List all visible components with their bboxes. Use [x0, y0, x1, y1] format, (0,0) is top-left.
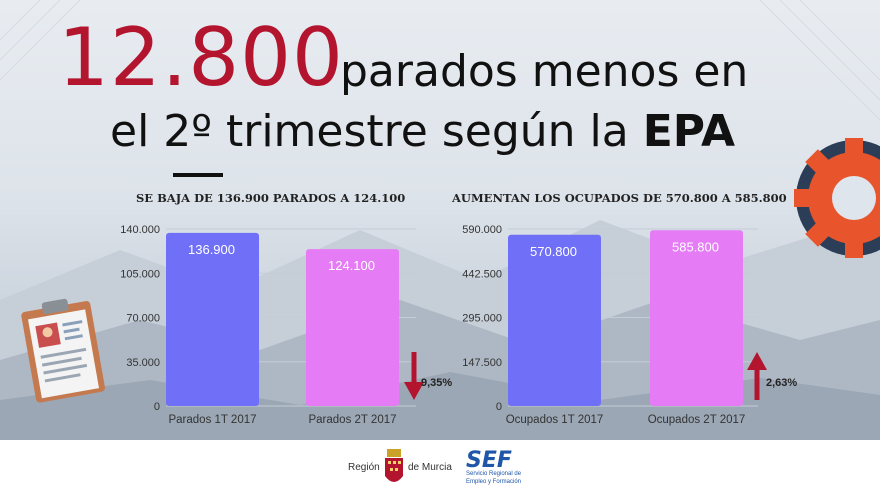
change-label: 9,35% — [421, 377, 452, 389]
chart-title-ocupados: AUMENTAN LOS OCUPADOS DE 570.800 A 585.8… — [452, 191, 787, 205]
region-text-right: de Murcia — [408, 462, 452, 473]
y-tick-label: 295.000 — [462, 313, 502, 325]
headline-number: 12.800 — [58, 11, 344, 104]
headline-line1: parados menos en — [340, 46, 749, 97]
bar-value-label: 136.900 — [188, 242, 235, 257]
x-tick-label: Ocupados 2T 2017 — [648, 414, 746, 426]
bar-value-label: 570.800 — [530, 244, 577, 259]
headline-line2-prefix: el 2º trimestre según la — [110, 106, 643, 157]
y-tick-label: 140.000 — [120, 224, 160, 236]
x-tick-label: Parados 2T 2017 — [308, 414, 396, 426]
x-tick-label: Parados 1T 2017 — [168, 414, 256, 426]
bar — [306, 249, 399, 406]
y-tick-label: 35.000 — [126, 357, 160, 369]
region-text-left: Región — [348, 462, 380, 473]
headline-line2-bold: EPA — [642, 106, 736, 157]
chart-title-parados: SE BAJA DE 136.900 PARADOS A 124.100 — [136, 191, 406, 205]
arrow-up-icon — [747, 352, 767, 370]
sef-logo-icon: SEF — [466, 448, 512, 470]
y-tick-label: 0 — [154, 401, 160, 413]
clipboard-cv-icon — [21, 298, 105, 403]
y-tick-label: 590.000 — [462, 224, 502, 236]
headline-line2: el 2º trimestre según la EPA — [110, 110, 735, 154]
y-tick-label: 147.500 — [462, 357, 502, 369]
bar — [166, 232, 259, 406]
sef-caption-line2: Empleo y Formación — [466, 479, 522, 485]
arrow-up-shaft — [754, 368, 760, 400]
arrow-down-shaft — [411, 352, 417, 384]
headline-divider — [173, 173, 223, 177]
y-tick-label: 70.000 — [126, 313, 160, 325]
y-tick-label: 442.500 — [462, 268, 502, 280]
footer: Región de Murcia SEF Servicio Regional d… — [0, 440, 880, 495]
bar-value-label: 124.100 — [328, 258, 375, 273]
gear-icon — [794, 138, 880, 258]
sef-caption-line1: Servicio Regional de — [466, 471, 522, 477]
x-tick-label: Ocupados 1T 2017 — [506, 414, 604, 426]
change-label: 2,63% — [766, 377, 797, 389]
y-tick-label: 105.000 — [120, 268, 160, 280]
y-tick-label: 0 — [496, 401, 502, 413]
charts-canvas: 0 35.000 70.000 105.000 140.000 136.900 Parado… — [120, 224, 797, 426]
bar — [650, 230, 743, 406]
bar — [508, 234, 601, 406]
sef-logo-text: SEF — [466, 448, 512, 470]
bar-value-label: 585.800 — [672, 239, 719, 254]
coat-of-arms-icon — [385, 449, 403, 482]
arrow-down-icon — [404, 382, 424, 400]
